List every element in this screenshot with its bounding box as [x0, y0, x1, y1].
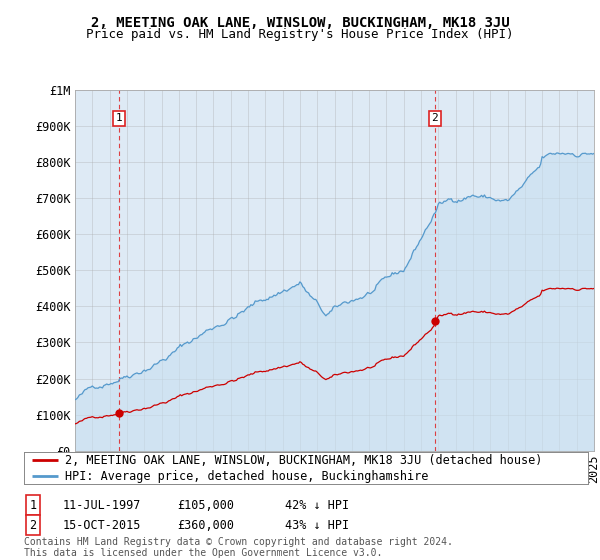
Text: 11-JUL-1997: 11-JUL-1997 — [63, 498, 142, 512]
Text: 15-OCT-2015: 15-OCT-2015 — [63, 519, 142, 532]
Text: HPI: Average price, detached house, Buckinghamshire: HPI: Average price, detached house, Buck… — [65, 470, 428, 483]
Text: £105,000: £105,000 — [177, 498, 234, 512]
Text: 1: 1 — [115, 114, 122, 124]
Text: Price paid vs. HM Land Registry's House Price Index (HPI): Price paid vs. HM Land Registry's House … — [86, 28, 514, 41]
Text: 2, MEETING OAK LANE, WINSLOW, BUCKINGHAM, MK18 3JU (detached house): 2, MEETING OAK LANE, WINSLOW, BUCKINGHAM… — [65, 454, 542, 467]
Text: 2: 2 — [431, 114, 438, 124]
Text: 43% ↓ HPI: 43% ↓ HPI — [285, 519, 349, 532]
Text: Contains HM Land Registry data © Crown copyright and database right 2024.
This d: Contains HM Land Registry data © Crown c… — [24, 536, 453, 558]
Text: 42% ↓ HPI: 42% ↓ HPI — [285, 498, 349, 512]
Text: 2: 2 — [29, 519, 37, 532]
Text: £360,000: £360,000 — [177, 519, 234, 532]
Text: 2, MEETING OAK LANE, WINSLOW, BUCKINGHAM, MK18 3JU: 2, MEETING OAK LANE, WINSLOW, BUCKINGHAM… — [91, 16, 509, 30]
Text: 1: 1 — [29, 498, 37, 512]
